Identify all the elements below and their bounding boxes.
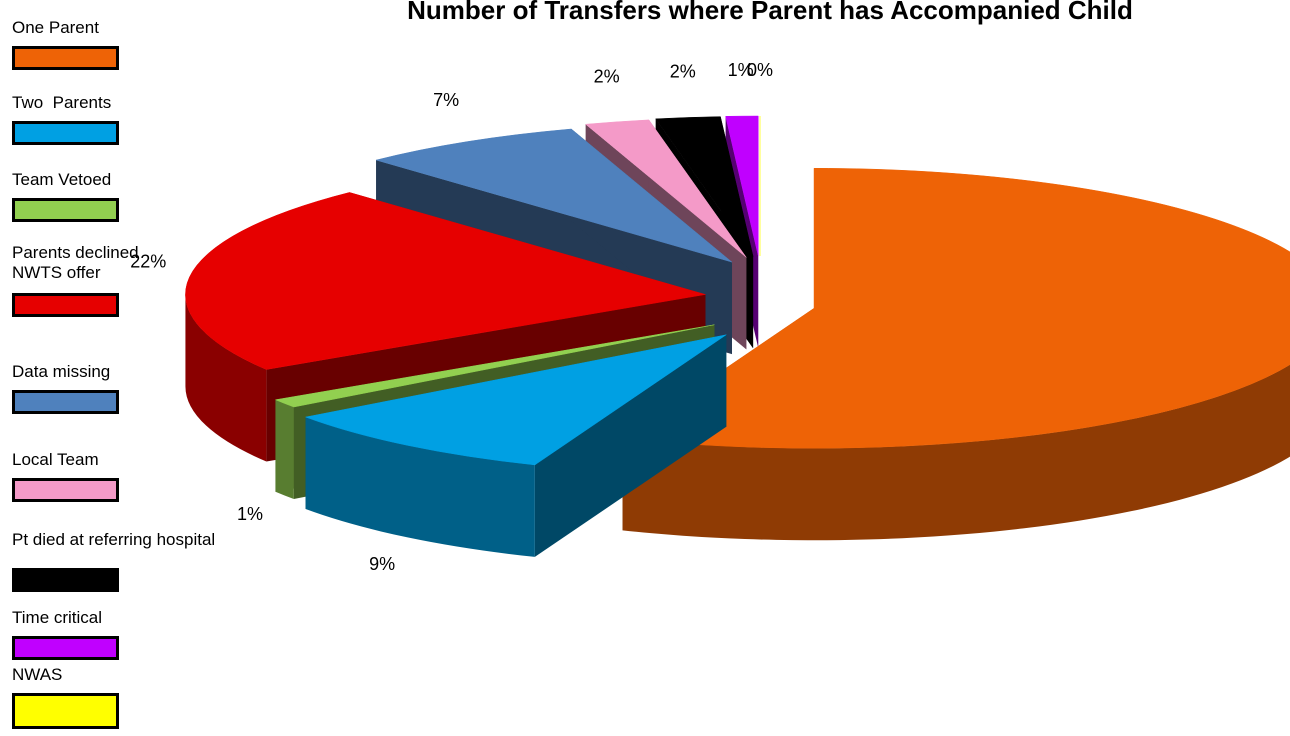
slice (725, 115, 759, 257)
legend-label: NWAS (12, 665, 63, 684)
legend-label: Local Team (12, 450, 99, 469)
slice (655, 116, 754, 257)
data-label: 7% (433, 90, 459, 110)
legend-swatch (12, 478, 119, 502)
data-label: 22% (130, 251, 166, 271)
data-label: 9% (369, 554, 395, 574)
legend-label: Parents declined NWTS offer (12, 243, 144, 282)
slice (375, 128, 733, 263)
legend-swatch (12, 293, 119, 317)
legend-swatch (12, 121, 119, 145)
slice (185, 192, 706, 370)
legend-label: Two Parents (12, 93, 112, 112)
legend-swatch (12, 46, 119, 70)
slice (304, 334, 727, 466)
data-label: 1% (237, 504, 263, 524)
legend-label: Team Vetoed (12, 170, 112, 189)
legend-label: Time critical (12, 608, 103, 627)
data-label: 2% (670, 61, 696, 81)
slice-side (185, 294, 267, 462)
legend-swatch (12, 198, 119, 222)
data-label: 0% (747, 60, 773, 80)
data-label: 1% (728, 60, 754, 80)
legend-swatch (12, 693, 119, 729)
legend-swatch (12, 636, 119, 660)
legend-label: Data missing (12, 362, 111, 381)
slice-side (305, 417, 535, 557)
slice-side (622, 364, 1290, 541)
data-label: 2% (594, 67, 620, 87)
legend-label: Pt died at referring hospital (12, 530, 216, 549)
slice-side (275, 399, 294, 500)
legend-swatch (12, 390, 119, 414)
slice (274, 324, 715, 408)
slice (621, 167, 1290, 449)
legend-label: One Parent (12, 18, 99, 37)
slice (585, 119, 747, 258)
legend-swatch (12, 568, 119, 592)
chart-title: Number of Transfers where Parent has Acc… (407, 0, 1133, 25)
